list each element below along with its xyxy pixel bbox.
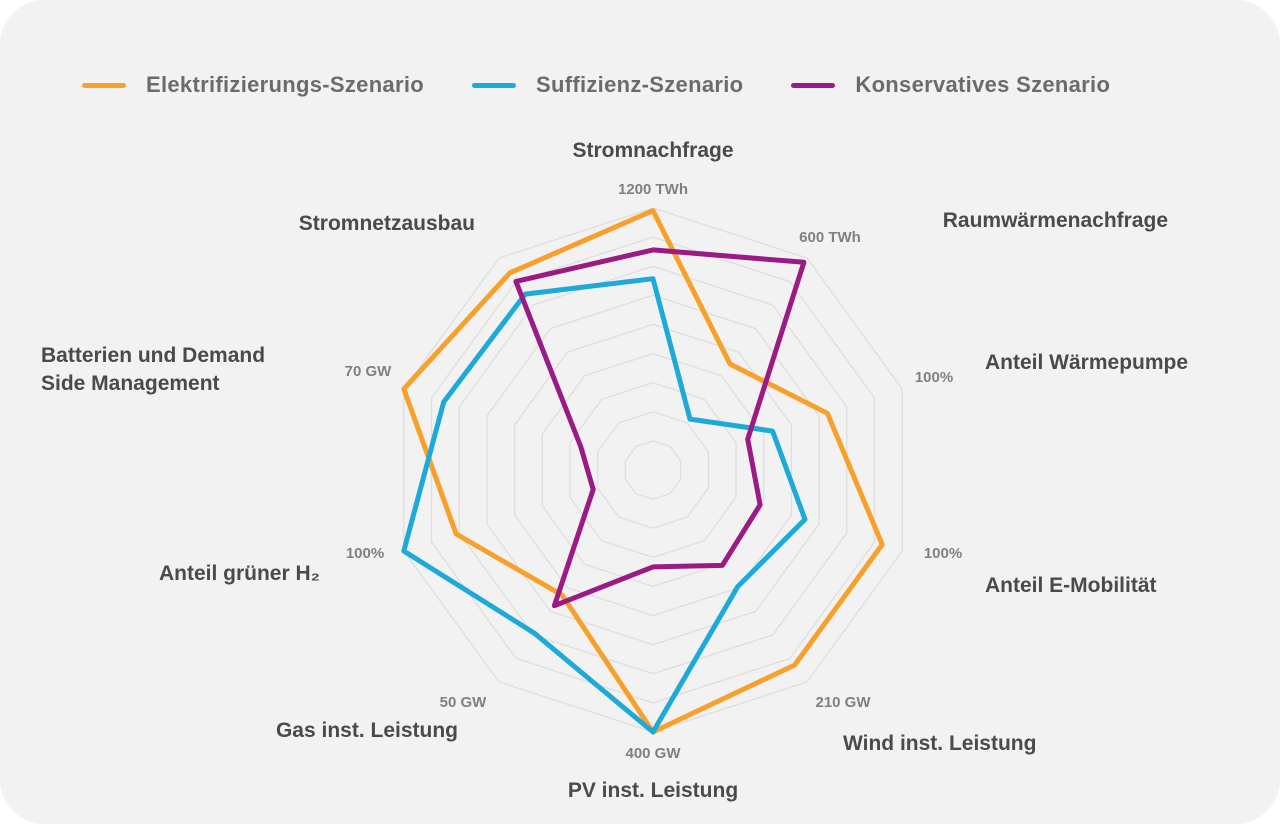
legend-label-konservativ: Konservatives Szenario [855, 72, 1111, 97]
axis-max-label: 100% [915, 369, 953, 386]
axis-label: Batterien und Demand Side Management [41, 344, 265, 395]
axis-label: Gas inst. Leistung [276, 719, 458, 742]
axis-label: Anteil E-Mobilität [985, 574, 1157, 597]
axis-max-label: 600 TWh [799, 229, 861, 246]
grid-ring [624, 440, 682, 500]
grid-ring [430, 236, 876, 704]
axis-label: Raumwärmenachfrage [943, 209, 1168, 232]
legend-item-konservativ: Konservatives Szenario [791, 72, 1110, 98]
axis-label: PV inst. Leistung [568, 779, 738, 802]
axis-max-label: 1200 TWh [618, 181, 688, 198]
grid-ring [486, 294, 820, 646]
axis-max-label: 100% [346, 545, 384, 562]
legend-swatch-konservativ [791, 82, 836, 88]
legend-label-elektrifizierung: Elektrifizierungs-Szenario [146, 72, 424, 97]
axis-max-label: 70 GW [345, 363, 393, 380]
axis-labels: Stromnachfrage Raumwärmenachfrage Anteil W… [41, 139, 1188, 802]
grid-ring [596, 411, 710, 529]
radar-series [401, 208, 885, 735]
legend-item-elektrifizierung: Elektrifizierungs-Szenario [82, 72, 424, 98]
axis-max-label: 100% [924, 545, 962, 562]
grid-ring [569, 382, 737, 558]
series-line-3 [513, 247, 807, 609]
axis-label: Anteil grüner H₂ [159, 562, 320, 585]
axis-label: Stromnachfrage [572, 139, 733, 162]
axis-label: Wind inst. Leistung [843, 732, 1036, 755]
grid-ring [513, 323, 793, 617]
axis-label: Anteil Wärmepumpe [985, 351, 1188, 374]
series-line-2 [401, 276, 808, 735]
axis-max-labels: 1200 TWh 600 TWh 100% 100% 210 GW 400 GW 50 GW… [345, 181, 963, 762]
legend-item-suffizienz: Suffizienz-Szenario [471, 72, 744, 98]
axis-label: Stromnetzausbau [299, 212, 475, 235]
axis-max-label: 210 GW [815, 694, 871, 711]
radar-grid [403, 207, 903, 733]
axis-max-label: 400 GW [625, 745, 681, 762]
legend-swatch-suffizienz [471, 82, 516, 88]
axis-max-label: 50 GW [440, 694, 488, 711]
series-line-1 [401, 208, 885, 735]
grid-ring [458, 265, 848, 675]
legend: Elektrifizierungs-Szenario Suffizienz-Sz… [82, 72, 1158, 98]
legend-swatch-elektrifizierung [82, 82, 126, 88]
legend-label-suffizienz: Suffizienz-Szenario [535, 72, 744, 97]
grid-ring [541, 352, 765, 588]
